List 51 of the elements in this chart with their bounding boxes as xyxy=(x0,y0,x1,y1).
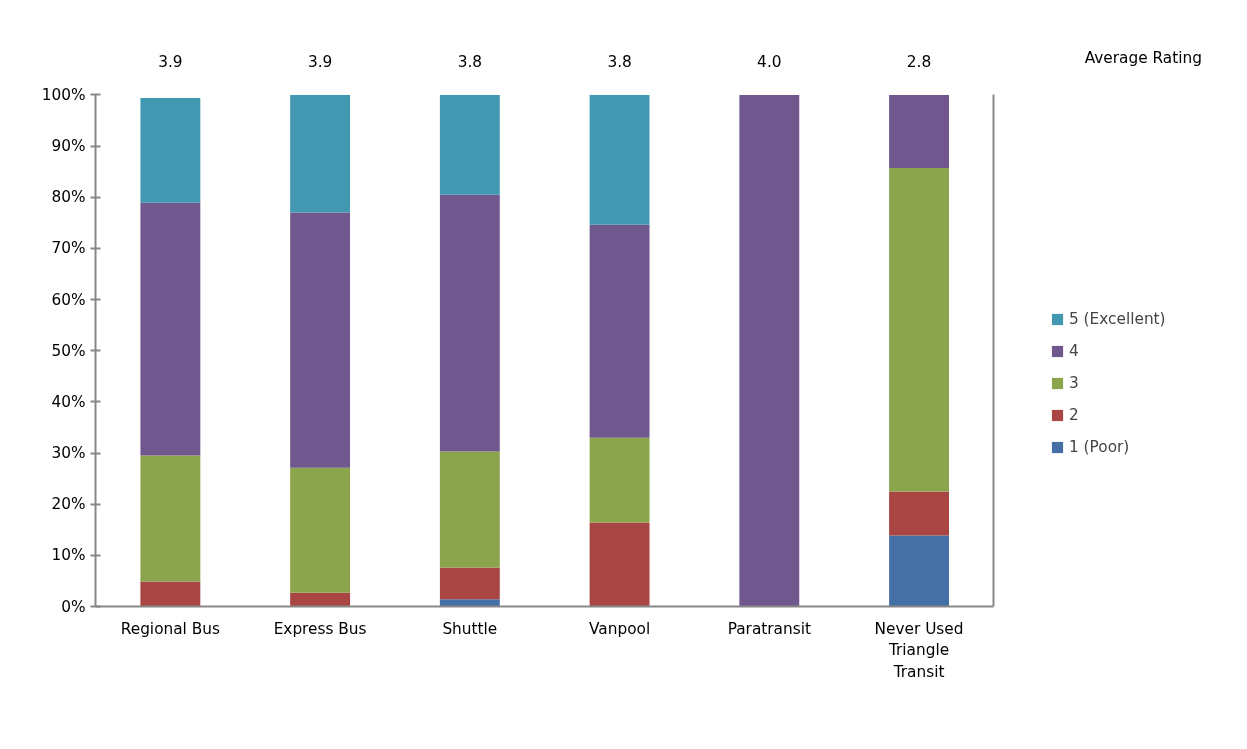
y-tick-label: 20% xyxy=(51,495,86,514)
bar xyxy=(290,592,351,607)
y-tick-label: 70% xyxy=(51,239,86,258)
bar xyxy=(739,94,800,607)
bar xyxy=(439,599,500,607)
bar xyxy=(439,194,500,452)
bar xyxy=(889,168,949,492)
bar xyxy=(889,94,949,169)
text: 3.9 xyxy=(307,52,333,71)
bar xyxy=(889,491,949,536)
bar xyxy=(589,224,650,438)
x-tick-label: Vanpool xyxy=(589,619,651,638)
y-tick-label: 80% xyxy=(51,188,86,207)
bar xyxy=(439,451,500,568)
bar xyxy=(290,94,351,213)
y-tick-label: 60% xyxy=(51,290,86,309)
legend-label: 5 (Excellent) xyxy=(1069,310,1166,328)
bar xyxy=(589,522,650,607)
bar xyxy=(140,202,201,456)
bar xyxy=(439,94,500,195)
y-tick-label: 0% xyxy=(61,597,86,616)
bar xyxy=(290,467,351,593)
bar xyxy=(589,94,650,225)
text: 3.8 xyxy=(457,52,483,71)
y-tick-label: 90% xyxy=(51,137,86,156)
y-tick-label: 40% xyxy=(51,392,86,411)
text: 2.8 xyxy=(906,52,932,71)
legend-label: 3 xyxy=(1069,374,1080,392)
bar xyxy=(140,97,201,203)
y-tick-label: 50% xyxy=(51,341,86,360)
text: 3.9 xyxy=(158,52,183,71)
x-tick-label: Paratransit xyxy=(727,619,811,638)
y-tick-label: 30% xyxy=(51,444,86,463)
legend-label: 4 xyxy=(1069,342,1080,360)
x-tick-label: Express Bus xyxy=(273,619,367,638)
y-tick-label: 10% xyxy=(51,546,86,565)
text: Average Rating xyxy=(1084,48,1202,67)
x-tick-label: Never Used Triangle Transit xyxy=(874,619,964,681)
x-tick-label: Regional Bus xyxy=(120,619,220,638)
bar xyxy=(140,455,201,582)
bar xyxy=(290,212,351,468)
bar xyxy=(439,567,500,600)
text: 3.8 xyxy=(607,52,632,71)
bar xyxy=(889,535,949,607)
bar xyxy=(589,437,650,523)
legend-label: 2 xyxy=(1069,406,1080,424)
text: 4.0 xyxy=(757,52,782,71)
legend-label: 1 (Poor) xyxy=(1069,438,1130,456)
x-tick-label: Shuttle xyxy=(442,619,498,638)
y-tick-label: 100% xyxy=(41,85,86,104)
bar xyxy=(140,581,201,607)
